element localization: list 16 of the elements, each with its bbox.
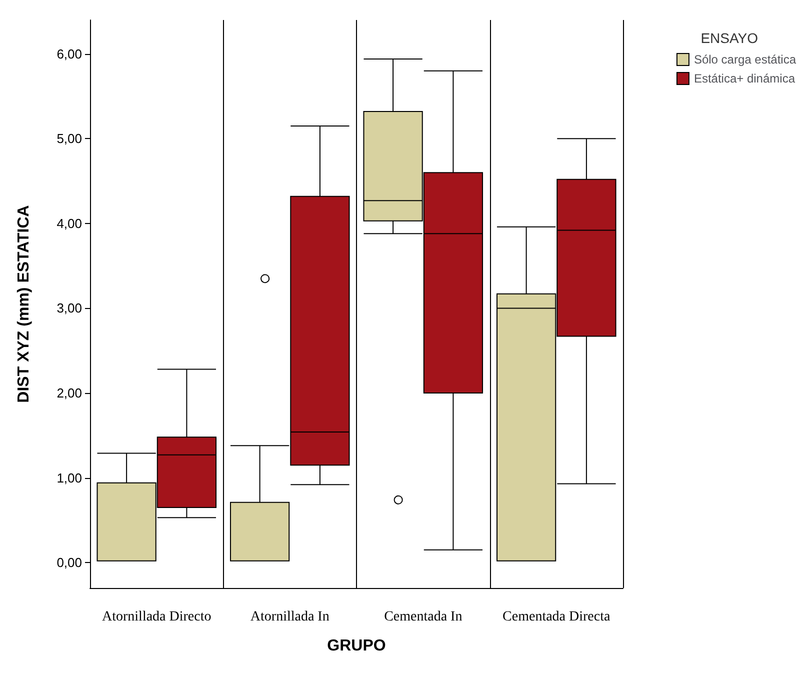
y-tick-label: 1,00 (56, 470, 82, 486)
y-tick-label: 4,00 (56, 216, 82, 231)
x-tick-label: Atornillada Directo (102, 610, 212, 624)
x-tick-label: Cementada In (384, 610, 462, 624)
y-tick-label: 5,00 (56, 131, 82, 146)
x-axis-title: GRUPO (327, 638, 386, 654)
y-axis-title: DIST XYZ (mm) ESTATICA (16, 204, 32, 403)
y-tick-label: 3,00 (56, 300, 82, 316)
x-tick-label: Atornillada In (250, 610, 330, 624)
y-tick-label: 2,00 (56, 386, 82, 401)
x-tick-label: Cementada Directa (502, 610, 611, 624)
legend-label: Estática+ dinámica (694, 72, 796, 86)
legend-title: ENSAYO (700, 30, 758, 46)
y-tick-label: 6,00 (56, 46, 82, 62)
y-tick-label: 0,00 (56, 555, 82, 570)
legend-label: Sólo carga estática (694, 52, 796, 66)
